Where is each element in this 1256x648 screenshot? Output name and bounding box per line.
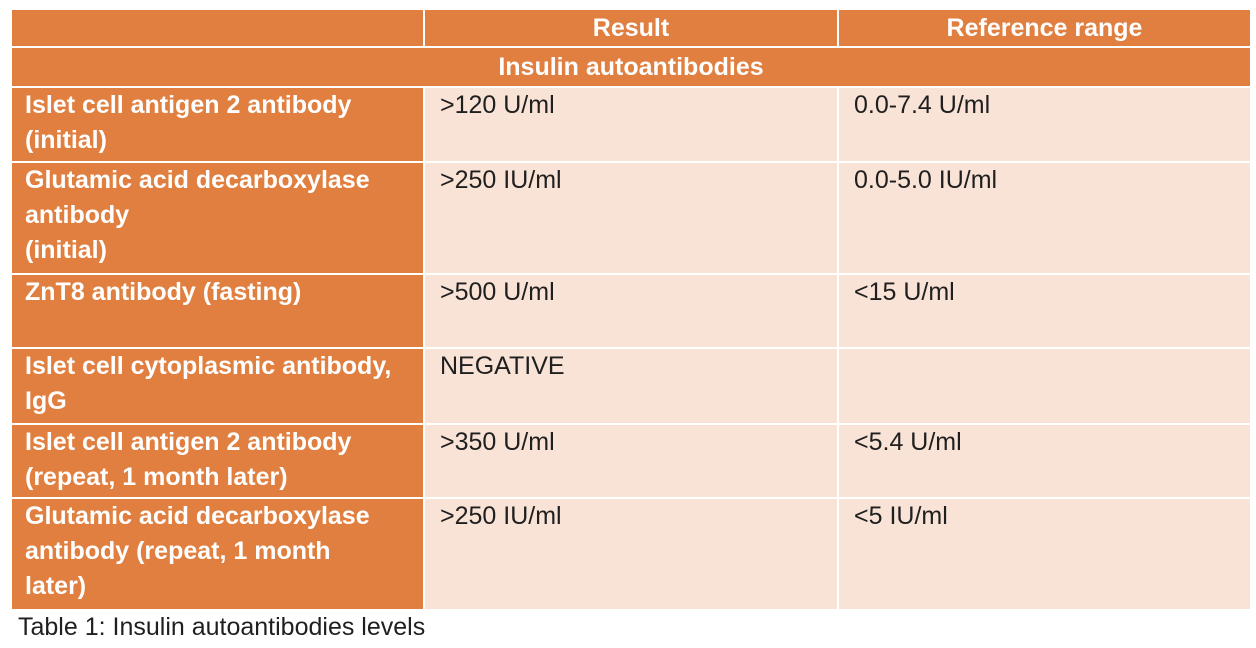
test-name-line: antibody (repeat, 1 month	[25, 537, 331, 565]
results-table-container: Result Reference range Insulin autoantib…	[10, 8, 1252, 611]
test-name-line: Islet cell cytoplasmic antibody,	[25, 352, 392, 380]
test-name-cell: ZnT8 antibody (fasting)	[10, 273, 425, 349]
reference-cell: 0.0-7.4 U/ml	[837, 86, 1252, 163]
result-cell: >350 U/ml	[423, 423, 839, 499]
section-title-row: Insulin autoantibodies	[10, 46, 1252, 88]
header-empty-cell	[10, 8, 425, 48]
table-caption: Table 1: Insulin autoantibodies levels	[18, 613, 426, 641]
test-name-line: antibody	[25, 201, 130, 229]
reference-cell: <15 U/ml	[837, 273, 1252, 349]
table-row: Islet cell antigen 2 antibody (initial) …	[10, 86, 1252, 163]
test-name-line: (initial)	[25, 126, 107, 154]
insulin-autoantibodies-table: Result Reference range Insulin autoantib…	[10, 8, 1252, 611]
reference-cell: 0.0-5.0 IU/ml	[837, 161, 1252, 275]
test-name-line: later)	[25, 572, 87, 600]
test-name-line: IgG	[25, 387, 67, 415]
result-cell: >250 IU/ml	[423, 497, 839, 611]
result-cell: >500 U/ml	[423, 273, 839, 349]
table-row: ZnT8 antibody (fasting) >500 U/ml <15 U/…	[10, 273, 1252, 349]
result-cell: NEGATIVE	[423, 347, 839, 425]
header-result: Result	[423, 8, 839, 48]
test-name-cell: Islet cell antigen 2 antibody (repeat, 1…	[10, 423, 425, 499]
test-name-line: Glutamic acid decarboxylase	[25, 166, 370, 194]
test-name-cell: Islet cell cytoplasmic antibody, IgG	[10, 347, 425, 425]
table-row: Glutamic acid decarboxylase antibody (in…	[10, 161, 1252, 275]
table-row: Glutamic acid decarboxylase antibody (re…	[10, 497, 1252, 611]
test-name-cell: Glutamic acid decarboxylase antibody (in…	[10, 161, 425, 275]
test-name-line: Islet cell antigen 2 antibody	[25, 91, 352, 119]
test-name-line: (repeat, 1 month later)	[25, 463, 288, 491]
table-row: Islet cell antigen 2 antibody (repeat, 1…	[10, 423, 1252, 499]
test-name-line: (initial)	[25, 236, 107, 264]
reference-cell: <5.4 U/ml	[837, 423, 1252, 499]
test-name-line: Glutamic acid decarboxylase	[25, 502, 370, 530]
table-header-row: Result Reference range	[10, 8, 1252, 48]
result-cell: >250 IU/ml	[423, 161, 839, 275]
test-name-line: Islet cell antigen 2 antibody	[25, 428, 352, 456]
reference-cell	[837, 347, 1252, 425]
header-reference-range: Reference range	[837, 8, 1252, 48]
test-name-cell: Islet cell antigen 2 antibody (initial)	[10, 86, 425, 163]
table-row: Islet cell cytoplasmic antibody, IgG NEG…	[10, 347, 1252, 425]
reference-cell: <5 IU/ml	[837, 497, 1252, 611]
test-name-cell: Glutamic acid decarboxylase antibody (re…	[10, 497, 425, 611]
test-name-line: ZnT8 antibody (fasting)	[25, 278, 302, 306]
section-title: Insulin autoantibodies	[10, 46, 1252, 88]
result-cell: >120 U/ml	[423, 86, 839, 163]
